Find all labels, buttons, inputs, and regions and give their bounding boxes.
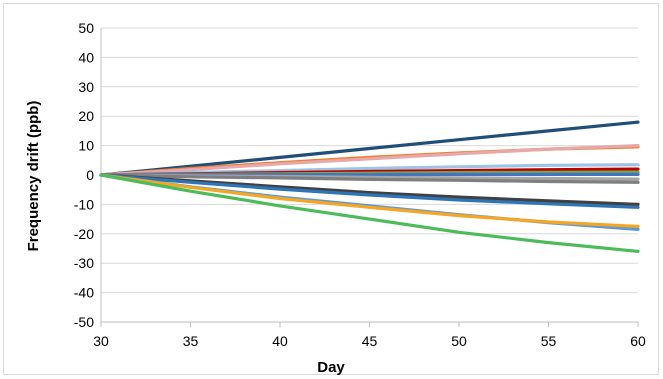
- x-tick-label: 55: [541, 333, 557, 349]
- y-tick-label: -30: [74, 255, 94, 271]
- y-tick-label: 30: [78, 79, 94, 95]
- x-tick-label: 50: [451, 333, 467, 349]
- series-lines: [99, 120, 640, 253]
- x-tick-label: 45: [362, 333, 378, 349]
- y-tick-label: 50: [78, 20, 94, 36]
- y-tick-label: 20: [78, 108, 94, 124]
- series-line-9: [99, 173, 640, 184]
- y-tick-label: 10: [78, 138, 94, 154]
- x-tick-label: 35: [183, 333, 199, 349]
- series-line-3: [99, 144, 640, 177]
- series-line-13: [99, 173, 640, 228]
- y-tick-label: -40: [74, 285, 94, 301]
- y-tick-label: 0: [86, 167, 94, 183]
- series-line-11: [99, 173, 640, 209]
- series-line-14: [99, 173, 640, 253]
- x-tick-label: 40: [272, 333, 288, 349]
- y-tick-labels: 50 40 30 20 10 0 -10 -20 -30 -40 -50: [74, 20, 94, 330]
- y-tick-label: -20: [74, 226, 94, 242]
- y-tick-label: 40: [78, 49, 94, 65]
- series-line-1: [99, 120, 640, 177]
- x-tick-label: 60: [630, 333, 646, 349]
- x-tick-labels: 30 35 40 45 50 55 60: [93, 333, 646, 349]
- y-tick-label: -50: [74, 314, 94, 330]
- x-axis-title: Day: [317, 359, 345, 376]
- x-tick-label: 30: [93, 333, 109, 349]
- y-tick-label: -10: [74, 196, 94, 212]
- y-axis-title: Frequency drift (ppb): [25, 101, 42, 252]
